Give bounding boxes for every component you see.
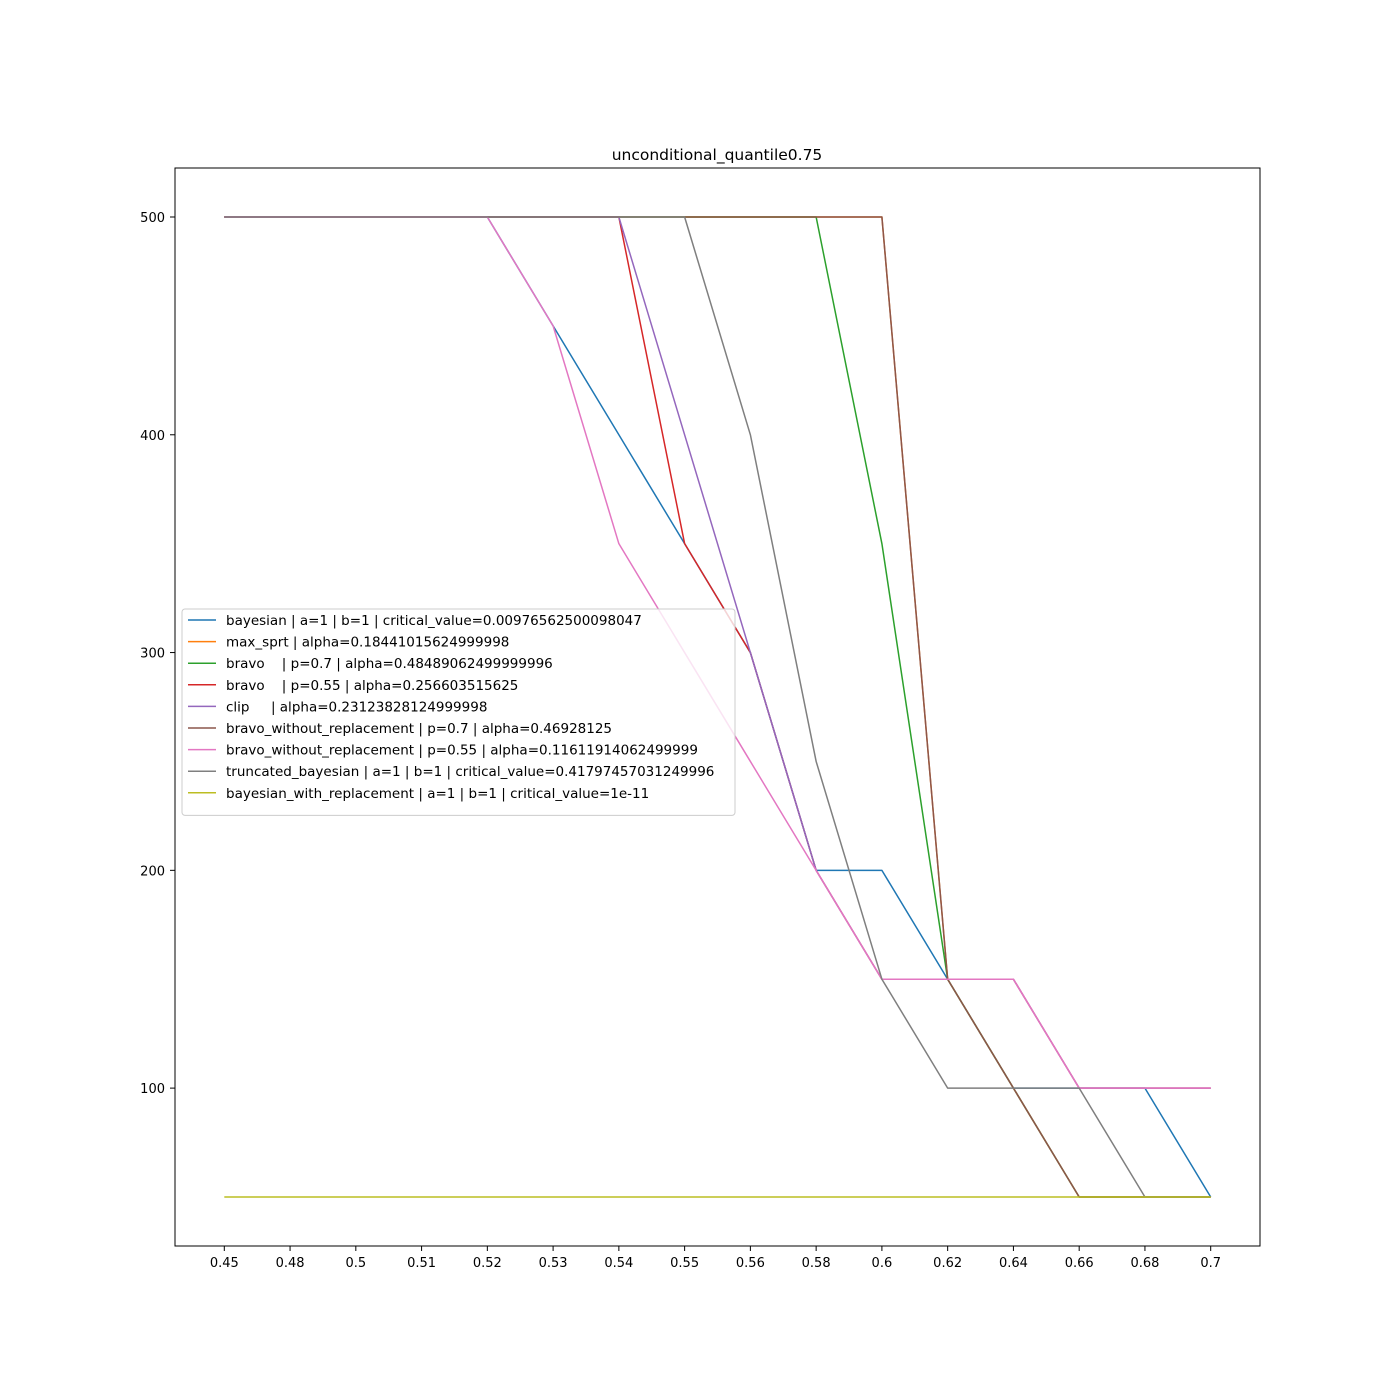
legend-label-3: bravo | p=0.7 | alpha=0.4848906249999999… xyxy=(226,656,553,672)
legend-label-5: clip | alpha=0.23123828124999998 xyxy=(226,699,487,715)
x-tick-label: 0.64 xyxy=(999,1256,1028,1271)
x-tick-label: 0.51 xyxy=(407,1256,436,1271)
y-axis: 100 200 300 400 500 xyxy=(140,211,175,1097)
legend-label-7: bravo_without_replacement | p=0.55 | alp… xyxy=(226,743,698,759)
x-tick-label: 0.48 xyxy=(276,1256,305,1271)
y-tick-label: 200 xyxy=(140,864,165,879)
x-tick-label: 0.53 xyxy=(539,1256,568,1271)
series-layer xyxy=(224,216,1212,1198)
x-tick-label: 0.52 xyxy=(473,1256,502,1271)
x-tick-label: 0.62 xyxy=(933,1256,962,1271)
series-line-8 xyxy=(224,216,1211,1198)
legend-label-2: max_sprt | alpha=0.18441015624999998 xyxy=(226,635,509,651)
plot-frame xyxy=(174,167,1261,1247)
x-tick-label: 0.68 xyxy=(1130,1256,1159,1271)
legend-label-1: bayesian | a=1 | b=1 | critical_value=0.… xyxy=(226,613,642,629)
y-tick-label: 100 xyxy=(140,1082,165,1097)
legend-box xyxy=(181,608,736,816)
x-tick-label: 0.7 xyxy=(1200,1256,1221,1271)
y-tick-label: 500 xyxy=(140,211,165,226)
x-tick-label: 0.58 xyxy=(802,1256,831,1271)
legend-label-8: truncated_bayesian | a=1 | b=1 | critica… xyxy=(226,764,714,780)
x-tick-label: 0.56 xyxy=(736,1256,765,1271)
y-tick-label: 300 xyxy=(140,647,165,662)
legend-label-4: bravo | p=0.55 | alpha=0.256603515625 xyxy=(226,678,518,694)
x-tick-label: 0.45 xyxy=(210,1256,239,1271)
legend-label-9: bayesian_with_replacement | a=1 | b=1 | … xyxy=(226,786,649,802)
x-axis: 0.45 0.48 0.5 0.51 0.52 0.53 0.54 0.55 0.56 0.58 0… xyxy=(210,1246,1221,1271)
y-tick-label: 400 xyxy=(140,429,165,444)
chart-title: unconditional_quantile0.75 xyxy=(612,146,823,165)
x-tick-label: 0.55 xyxy=(670,1256,699,1271)
x-tick-label: 0.54 xyxy=(604,1256,633,1271)
x-tick-label: 0.5 xyxy=(345,1256,366,1271)
x-tick-label: 0.66 xyxy=(1065,1256,1094,1271)
legend-label-6: bravo_without_replacement | p=0.7 | alph… xyxy=(226,721,612,737)
x-tick-label: 0.6 xyxy=(872,1256,893,1271)
legend: bayesian | a=1 | b=1 | critical_value=0.… xyxy=(181,608,736,816)
